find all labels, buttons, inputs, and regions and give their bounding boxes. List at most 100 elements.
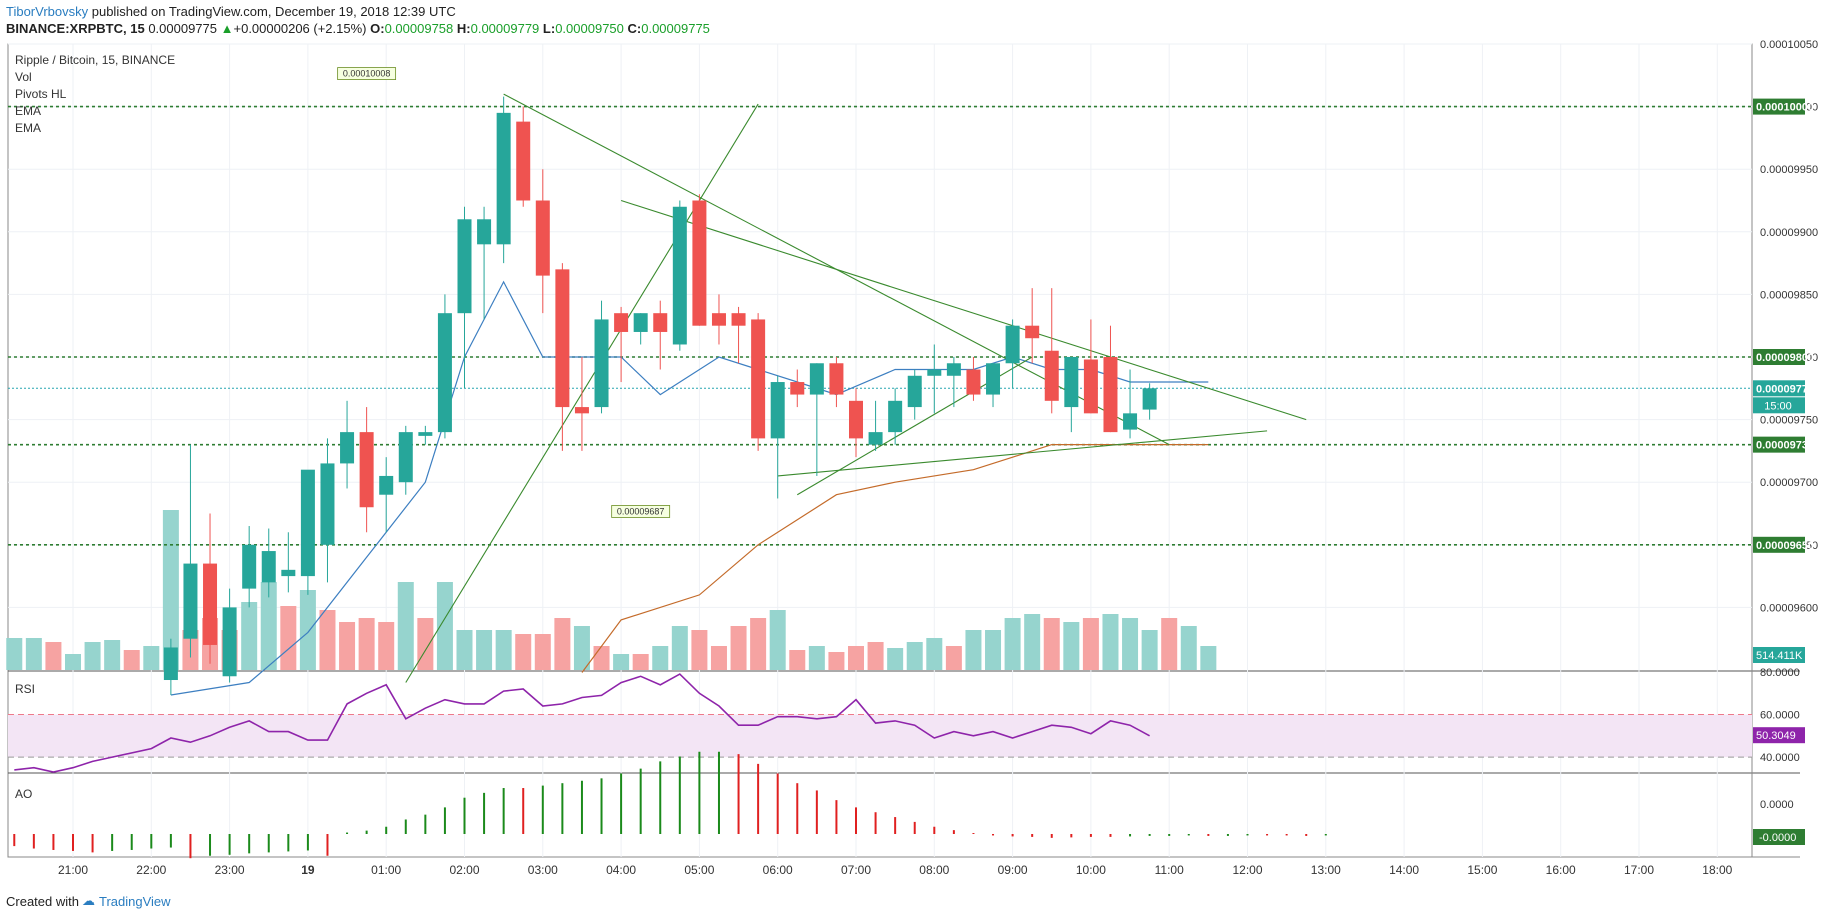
volume-bar bbox=[241, 602, 257, 670]
footer: Created with ☁ TradingView bbox=[6, 893, 171, 909]
x-tick-label: 06:00 bbox=[763, 863, 793, 877]
rsi-tick-label: 60.0000 bbox=[1760, 710, 1800, 722]
volume-bar bbox=[691, 630, 707, 670]
candle-down bbox=[751, 319, 765, 438]
volume-bar bbox=[476, 630, 492, 670]
volume-bar bbox=[594, 646, 610, 670]
volume-bar bbox=[750, 618, 766, 670]
rsi-value-label: 50.3049 bbox=[1756, 730, 1796, 742]
volume-bar bbox=[85, 642, 101, 670]
volume-bar bbox=[398, 582, 414, 670]
x-tick-label: 13:00 bbox=[1311, 863, 1341, 877]
volume-bar bbox=[319, 610, 335, 670]
volume-bar bbox=[926, 638, 942, 670]
candle-down bbox=[712, 313, 726, 326]
volume-bar bbox=[1142, 630, 1158, 670]
rsi-tick-label: 80.0000 bbox=[1760, 667, 1800, 679]
candle-down bbox=[360, 432, 374, 507]
candle-up bbox=[1006, 326, 1020, 364]
candle-up bbox=[1064, 357, 1078, 407]
volume-bar bbox=[1083, 618, 1099, 670]
price-axis-label: 0.00009730 bbox=[1756, 440, 1814, 452]
candle-up bbox=[399, 432, 413, 482]
y-tick-label: 0.00009900 bbox=[1760, 227, 1818, 239]
candle-up bbox=[418, 432, 432, 436]
candle-up bbox=[458, 219, 472, 313]
volume-bar bbox=[104, 640, 120, 670]
volume-bar bbox=[652, 646, 668, 670]
candle-down bbox=[829, 363, 843, 394]
candle-up bbox=[183, 564, 197, 639]
x-tick-label: 14:00 bbox=[1389, 863, 1419, 877]
candle-up bbox=[438, 313, 452, 432]
volume-bar bbox=[65, 654, 81, 670]
legend-ema-1[interactable]: EMA bbox=[15, 104, 41, 118]
candle-up bbox=[888, 401, 902, 432]
x-tick-label: 17:00 bbox=[1624, 863, 1654, 877]
volume-bar bbox=[378, 622, 394, 670]
y-tick-label: 0.00009750 bbox=[1760, 415, 1818, 427]
candle-up bbox=[320, 463, 334, 544]
tradingview-logo[interactable]: TradingView bbox=[99, 894, 171, 909]
candle-down bbox=[966, 370, 980, 395]
x-tick-label: 01:00 bbox=[371, 863, 401, 877]
candle-up bbox=[634, 313, 648, 332]
candle-up bbox=[1143, 388, 1157, 409]
x-tick-label: 05:00 bbox=[684, 863, 714, 877]
x-tick-label: 15:00 bbox=[1467, 863, 1497, 877]
x-tick-label: 16:00 bbox=[1546, 863, 1576, 877]
x-tick-label: 19 bbox=[301, 863, 315, 877]
candle-up bbox=[301, 470, 315, 576]
x-tick-label: 02:00 bbox=[449, 863, 479, 877]
volume-bar bbox=[907, 642, 923, 670]
volume-bar bbox=[946, 646, 962, 670]
volume-bar bbox=[280, 606, 296, 670]
created-with-text: Created with bbox=[6, 894, 79, 909]
candle-up bbox=[927, 370, 941, 376]
pivot-label: 0.00010008 bbox=[343, 69, 391, 79]
volume-bar bbox=[515, 634, 531, 670]
y-tick-label: 0.00009600 bbox=[1760, 602, 1818, 614]
legend-pivots[interactable]: Pivots HL bbox=[15, 87, 66, 101]
y-tick-label: 0.00010050 bbox=[1760, 39, 1818, 51]
legend-title: Ripple / Bitcoin, 15, BINANCE bbox=[15, 53, 175, 67]
price-axis-label: 0.00010000 bbox=[1756, 102, 1814, 114]
volume-bar bbox=[1005, 618, 1021, 670]
candle-up bbox=[497, 113, 511, 244]
price-axis-label: 0.00009800 bbox=[1756, 352, 1814, 364]
volume-bar bbox=[1044, 618, 1060, 670]
candle-up bbox=[262, 551, 276, 582]
volume-bar bbox=[6, 638, 22, 670]
volume-bar bbox=[1063, 622, 1079, 670]
volume-bar bbox=[574, 626, 590, 670]
x-tick-label: 09:00 bbox=[998, 863, 1028, 877]
legend-ema-2[interactable]: EMA bbox=[15, 121, 41, 135]
candle-down bbox=[692, 201, 706, 326]
volume-bar bbox=[417, 618, 433, 670]
rsi-band bbox=[8, 715, 1752, 758]
candle-down bbox=[653, 313, 667, 332]
candle-up bbox=[379, 476, 393, 495]
volume-bar bbox=[887, 648, 903, 670]
volume-bar bbox=[985, 630, 1001, 670]
x-tick-label: 07:00 bbox=[841, 863, 871, 877]
tradingview-logo-icon: ☁ bbox=[82, 893, 95, 909]
volume-bar bbox=[868, 642, 884, 670]
x-tick-label: 11:00 bbox=[1155, 863, 1184, 877]
volume-bar bbox=[359, 618, 375, 670]
volume-bar bbox=[124, 650, 140, 670]
candle-down bbox=[516, 122, 530, 201]
candle-down bbox=[790, 382, 804, 395]
candle-down bbox=[203, 564, 217, 645]
x-tick-label: 18:00 bbox=[1702, 863, 1732, 877]
candle-up bbox=[771, 382, 785, 438]
legend-vol[interactable]: Vol bbox=[15, 70, 32, 84]
ao-title: AO bbox=[15, 787, 32, 801]
bar-timer-label: 15:00 bbox=[1764, 400, 1792, 412]
candle-down bbox=[555, 269, 569, 407]
ao-tick-label: 0.0000 bbox=[1760, 799, 1794, 811]
candle-down bbox=[1045, 351, 1059, 401]
x-tick-label: 10:00 bbox=[1076, 863, 1106, 877]
y-tick-label: 0.00009950 bbox=[1760, 164, 1818, 176]
